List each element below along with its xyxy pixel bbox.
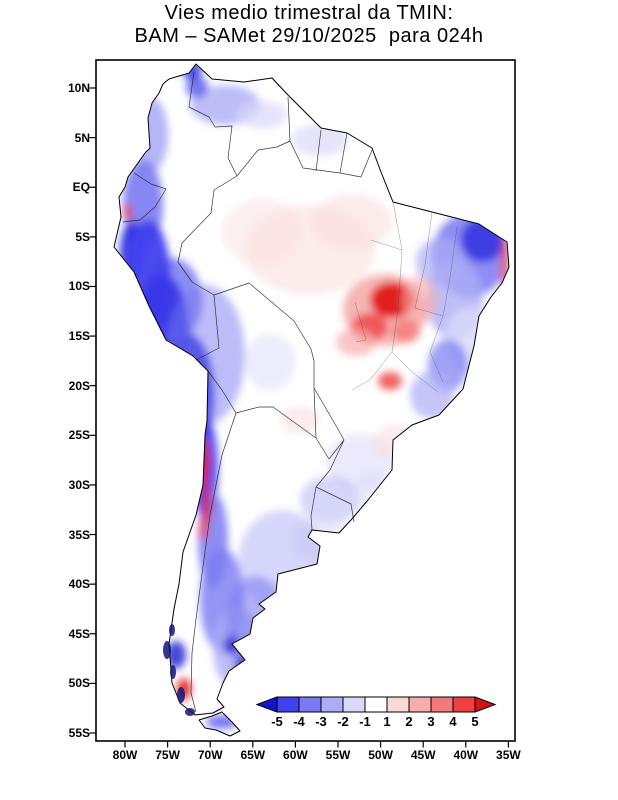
- lat-tick-label: EQ: [72, 180, 90, 195]
- lon-tick-label: 40W: [453, 748, 479, 762]
- bias-field-blob: [378, 372, 402, 390]
- country-borders: [122, 71, 373, 713]
- colorbar-left-arrow: [255, 696, 278, 713]
- bias-field-blob: [373, 424, 421, 460]
- axis-ticks: [89, 87, 509, 748]
- bias-field-blob: [300, 476, 360, 524]
- colorbar-cell: [408, 696, 432, 713]
- lon-tick-label: 70W: [197, 748, 223, 762]
- tierra-del-fuego-coastline: [198, 711, 241, 737]
- bias-field-blob: [132, 97, 168, 173]
- lat-tick-label: 30S: [68, 477, 90, 492]
- bias-field-blob: [123, 204, 133, 220]
- lat-tick-label: 5S: [75, 229, 90, 244]
- state-borders: [351, 201, 458, 393]
- colorbar-tick-label: 2: [405, 714, 413, 729]
- figure-title-line-2: BAM – SAMet 29/10/2025 para 024h: [134, 25, 484, 47]
- lat-tick-label: 40S: [68, 577, 90, 592]
- bias-field-blob: [312, 194, 392, 250]
- colorbar-cell: [298, 696, 322, 713]
- lat-tick-label: 15S: [68, 329, 90, 344]
- colorbar-tick-label: -1: [359, 714, 371, 729]
- colorbar-tick-label: -5: [271, 714, 283, 729]
- lon-tick-label: 75W: [155, 748, 180, 762]
- bias-field-blob: [370, 282, 414, 318]
- lat-tick-label: 5N: [74, 130, 90, 145]
- bias-field-blob: [245, 334, 295, 390]
- colorbar-cell: [276, 696, 300, 713]
- chilean-archipelago-islets: [163, 624, 195, 716]
- colorbar-right-arrow: [474, 696, 497, 713]
- bias-field-blob: [203, 485, 211, 525]
- colorbar-cell: [386, 696, 410, 713]
- bias-field-blob: [402, 276, 438, 324]
- lat-tick-label: 25S: [68, 428, 90, 443]
- lat-tick-label: 45S: [68, 626, 90, 641]
- colorbar-tick-label: -3: [315, 714, 327, 729]
- bias-field-blob: [280, 406, 320, 434]
- bias-field-blob: [416, 238, 464, 286]
- bias-field-blob: [354, 472, 390, 512]
- lon-tick-label: 80W: [112, 748, 138, 762]
- colorbar-cell: [364, 696, 388, 713]
- bias-field-blob: [200, 515, 208, 541]
- colorbar: [255, 696, 497, 713]
- bias-field-blob: [392, 319, 420, 343]
- bias-field-blob: [410, 371, 454, 419]
- coastline: [113, 63, 510, 716]
- colorbar-tick-label: -2: [337, 714, 349, 729]
- map-frame: [95, 59, 516, 742]
- lon-tick-label: 35W: [496, 748, 521, 762]
- lon-tick-label: 60W: [283, 748, 308, 762]
- bias-field-blob: [461, 218, 505, 262]
- colorbar-tick-label: 4: [449, 714, 457, 729]
- lat-tick-label: 10N: [67, 81, 90, 95]
- lat-tick-label: 35S: [68, 527, 90, 542]
- lon-tick-label: 65W: [240, 748, 266, 762]
- colorbar-tick-label: 1: [383, 714, 391, 729]
- colorbar-tick-label: 5: [471, 714, 479, 729]
- lon-tick-label: 50W: [368, 748, 393, 762]
- colorbar-tick-label: 3: [427, 714, 435, 729]
- bias-field-blob: [182, 64, 202, 80]
- lat-tick-label: 50S: [68, 676, 90, 691]
- lon-tick-label: 55W: [325, 748, 351, 762]
- figure-title-line-1: Vies medio trimestral da TMIN:: [164, 2, 454, 24]
- bias-field-blob: [222, 198, 302, 266]
- bias-field-blob: [226, 576, 286, 664]
- colorbar-cell: [342, 696, 366, 713]
- lat-tick-label: 55S: [68, 725, 90, 740]
- colorbar-tick-label: -4: [293, 714, 305, 729]
- bias-field-blob: [186, 76, 208, 98]
- lat-tick-label: 20S: [68, 378, 90, 393]
- colorbar-cell: [320, 696, 344, 713]
- colorbar-cell: [430, 696, 454, 713]
- bias-field-blob: [237, 101, 287, 129]
- colorbar-cell: [452, 696, 476, 713]
- lon-tick-label: 45W: [410, 748, 436, 762]
- bias-field-blob: [206, 715, 238, 729]
- bias-field-blob: [166, 641, 186, 669]
- lat-tick-label: 10S: [68, 279, 90, 294]
